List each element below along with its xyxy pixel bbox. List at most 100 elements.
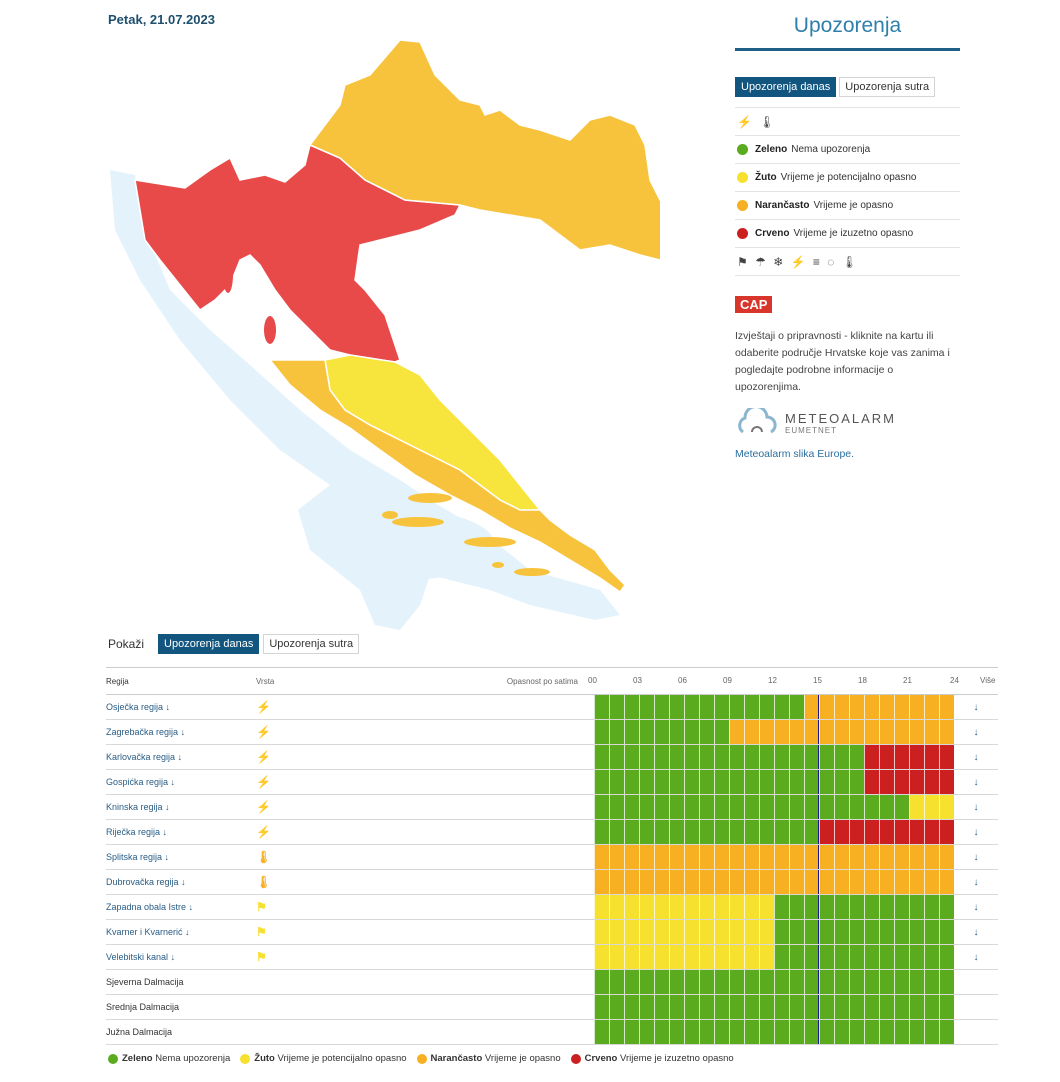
arrow-down-icon[interactable]: ↓ (973, 876, 979, 888)
region-name[interactable]: Karlovačka regija ↓ (106, 744, 256, 770)
region-name[interactable]: Dubrovačka regija ↓ (106, 869, 256, 895)
show-label: Pokaži (108, 637, 145, 651)
meteoalarm-logo[interactable]: METEOALARM EUMETNET (735, 408, 960, 438)
more-cell[interactable]: ↓ (954, 719, 998, 745)
region-label: Osječka regija (106, 702, 164, 712)
hour-cell (878, 919, 894, 945)
thunderstorm-icon[interactable]: ⚡ (737, 114, 754, 129)
more-cell[interactable]: ↓ (954, 944, 998, 970)
hour-cell (713, 969, 729, 995)
arrow-down-icon[interactable]: ↓ (973, 751, 979, 763)
hour-cell (848, 994, 864, 1020)
hour-cell (803, 969, 819, 995)
more-cell[interactable]: ↓ (954, 769, 998, 795)
table-row[interactable]: Kvarner i Kvarnerić ↓ ⚑ ↓ (106, 919, 998, 945)
region-name[interactable]: Kvarner i Kvarnerić ↓ (106, 919, 256, 945)
more-cell[interactable]: ↓ (954, 844, 998, 870)
more-cell[interactable]: ↓ (954, 869, 998, 895)
high-temperature-icon[interactable]: 🌡 (841, 254, 859, 269)
cap-logo-button[interactable]: CAP (735, 296, 773, 313)
region-name[interactable]: Zagrebačka regija ↓ (106, 719, 256, 745)
level-name: Crveno (755, 228, 790, 239)
show-selector: Pokaži Upozorenja danas Upozorenja sutra (108, 634, 360, 654)
table-row[interactable]: Zapadna obala Istre ↓ ⚑ ↓ (106, 894, 998, 920)
arrow-down-icon: ↓ (170, 777, 176, 787)
table-row[interactable]: Sjeverna Dalmacija (106, 969, 998, 995)
croatia-warning-map[interactable] (100, 30, 660, 640)
arrow-down-icon[interactable]: ↓ (973, 951, 979, 963)
hour-cell (608, 944, 624, 970)
table-row[interactable]: Južna Dalmacija (106, 1019, 998, 1045)
more-cell[interactable]: ↓ (954, 919, 998, 945)
region-orange-coast[interactable] (268, 359, 626, 594)
hour-cell (623, 994, 639, 1020)
hour-cell (908, 869, 924, 895)
arrow-down-icon[interactable]: ↓ (973, 826, 979, 838)
arrow-down-icon: ↓ (164, 852, 170, 862)
meteoalarm-europe-image-link[interactable]: Meteoalarm slika Europe. (735, 448, 855, 460)
table-row[interactable]: Zagrebačka regija ↓ ⚡ ↓ (106, 719, 998, 745)
thunderstorm-icon: ⚡ (256, 700, 271, 714)
tab-lower-today[interactable]: Upozorenja danas (158, 634, 260, 654)
row-spacer (478, 1019, 594, 1045)
hour-cell (818, 819, 834, 845)
hour-cell (923, 944, 939, 970)
tab-lower-tomorrow[interactable]: Upozorenja sutra (263, 634, 360, 654)
more-cell[interactable]: ↓ (954, 794, 998, 820)
arrow-down-icon[interactable]: ↓ (973, 901, 979, 913)
more-cell[interactable]: ↓ (954, 744, 998, 770)
table-row[interactable]: Gospićka regija ↓ ⚡ ↓ (106, 769, 998, 795)
table-row[interactable]: Dubrovačka regija ↓ 🌡 ↓ (106, 869, 998, 895)
region-name[interactable]: Gospićka regija ↓ (106, 769, 256, 795)
rain-icon[interactable]: ☂ (755, 254, 768, 269)
tab-warnings-today[interactable]: Upozorenja danas (735, 77, 837, 97)
region-name[interactable]: Kninska regija ↓ (106, 794, 256, 820)
table-row[interactable]: Karlovačka regija ↓ ⚡ ↓ (106, 744, 998, 770)
table-row[interactable]: Splitska regija ↓ 🌡 ↓ (106, 844, 998, 870)
hour-cell (923, 1019, 939, 1045)
arrow-down-icon[interactable]: ↓ (973, 776, 979, 788)
hour-cell (893, 719, 909, 745)
low-temperature-icon[interactable]: ◌ (827, 254, 837, 269)
more-cell[interactable]: ↓ (954, 894, 998, 920)
panel-description: Izvještaji o pripravnosti - kliknite na … (735, 330, 950, 393)
legend-yellow: Žuto Vrijeme je potencijalno opasno (240, 1053, 407, 1064)
region-name[interactable]: Zapadna obala Istre ↓ (106, 894, 256, 920)
more-cell[interactable]: ↓ (954, 819, 998, 845)
fog-icon[interactable]: ≡ (812, 254, 822, 269)
hour-cell (638, 1019, 654, 1045)
arrow-down-icon[interactable]: ↓ (973, 726, 979, 738)
more-cell[interactable]: ↓ (954, 694, 998, 720)
hour-cell (743, 1019, 759, 1045)
region-name[interactable]: Velebitski kanal ↓ (106, 944, 256, 970)
table-row[interactable]: Srednja Dalmacija (106, 994, 998, 1020)
region-name[interactable]: Osječka regija ↓ (106, 694, 256, 720)
hour-cell (893, 794, 909, 820)
table-row[interactable]: Kninska regija ↓ ⚡ ↓ (106, 794, 998, 820)
arrow-down-icon[interactable]: ↓ (973, 801, 979, 813)
arrow-down-icon[interactable]: ↓ (973, 926, 979, 938)
bottom-legend: Zeleno Nema upozorenja Žuto Vrijeme je p… (108, 1053, 734, 1064)
region-name[interactable]: Splitska regija ↓ (106, 844, 256, 870)
hour-cell (863, 769, 879, 795)
hour-cell (818, 944, 834, 970)
arrow-down-icon[interactable]: ↓ (973, 701, 979, 713)
hour-cell (638, 794, 654, 820)
sea-area-south (315, 510, 495, 580)
snow-icon[interactable]: ❄ (773, 254, 786, 269)
table-row[interactable]: Osječka regija ↓ ⚡ ↓ (106, 694, 998, 720)
hour-cell (863, 744, 879, 770)
region-name[interactable]: Riječka regija ↓ (106, 819, 256, 845)
tab-warnings-tomorrow[interactable]: Upozorenja sutra (839, 77, 936, 97)
hour-cell (743, 694, 759, 720)
hour-cell (728, 694, 744, 720)
arrow-down-icon[interactable]: ↓ (973, 851, 979, 863)
wind-icon[interactable]: ⚑ (737, 254, 750, 269)
table-row[interactable]: Riječka regija ↓ ⚡ ↓ (106, 819, 998, 845)
high-temperature-icon[interactable]: 🌡 (759, 114, 777, 129)
region-orange-north[interactable] (308, 39, 660, 261)
thunderstorm-icon[interactable]: ⚡ (790, 254, 808, 269)
table-row[interactable]: Velebitski kanal ↓ ⚑ ↓ (106, 944, 998, 970)
hour-cell (668, 844, 684, 870)
warnings-panel: Upozorenja Upozorenja danas Upozorenja s… (735, 8, 960, 460)
